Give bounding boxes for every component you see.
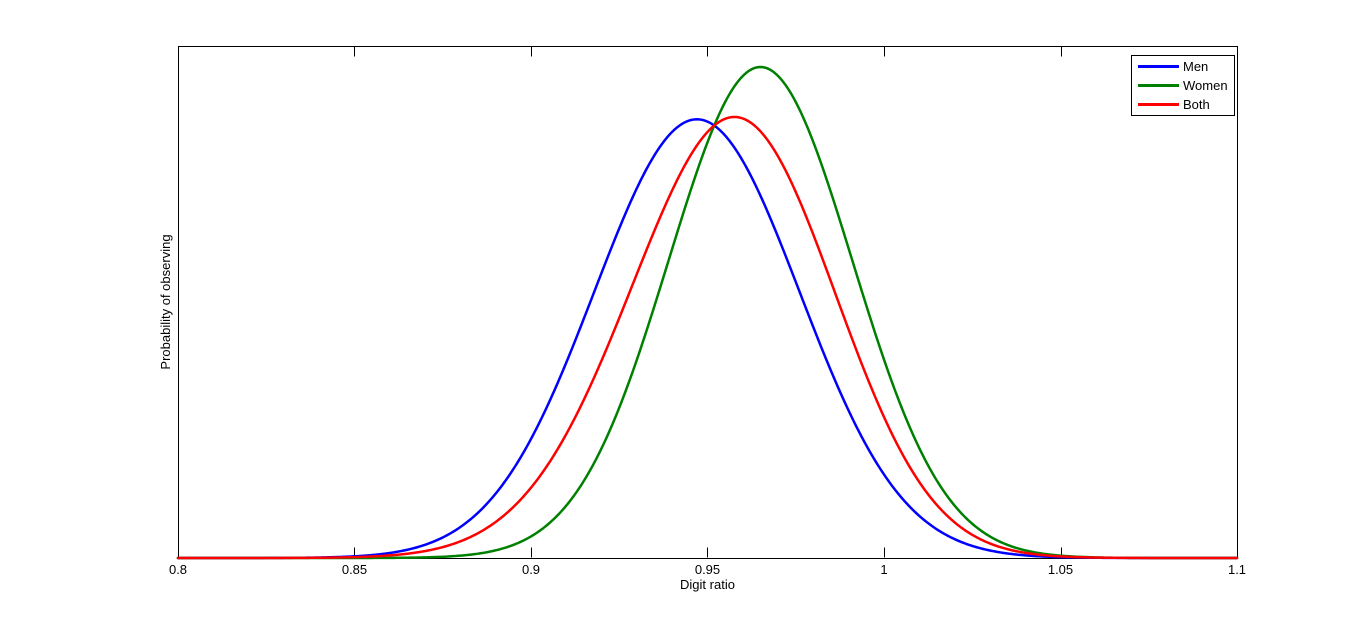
axes-box [178, 46, 1238, 559]
legend-label-men: Men [1183, 59, 1209, 74]
x-tick-label: 1.1 [1227, 562, 1247, 577]
legend-line-men [1138, 65, 1179, 68]
x-tick-label: 0.85 [341, 562, 368, 577]
legend: Men Women Both [1131, 55, 1235, 116]
legend-label-both: Both [1183, 97, 1210, 112]
curve-both [176, 115, 1239, 560]
y-axis-label: Probability of observing [158, 234, 173, 370]
curves [176, 65, 1239, 560]
legend-label-women: Women [1183, 78, 1228, 93]
legend-line-both [1138, 103, 1179, 106]
legend-row-both: Both [1132, 95, 1234, 114]
x-tick-label: 0.9 [521, 562, 541, 577]
legend-row-men: Men [1132, 57, 1234, 76]
legend-line-women [1138, 84, 1179, 87]
legend-entries: Men Women Both [1132, 57, 1234, 114]
legend-row-women: Women [1132, 76, 1234, 95]
x-tick-label: 1.05 [1047, 562, 1074, 577]
x-axis-label: Digit ratio [680, 577, 735, 592]
x-tick-label: 1 [880, 562, 888, 577]
x-tick-label: 0.8 [168, 562, 188, 577]
plot-area [178, 46, 1238, 559]
x-tick-label: 0.95 [694, 562, 721, 577]
